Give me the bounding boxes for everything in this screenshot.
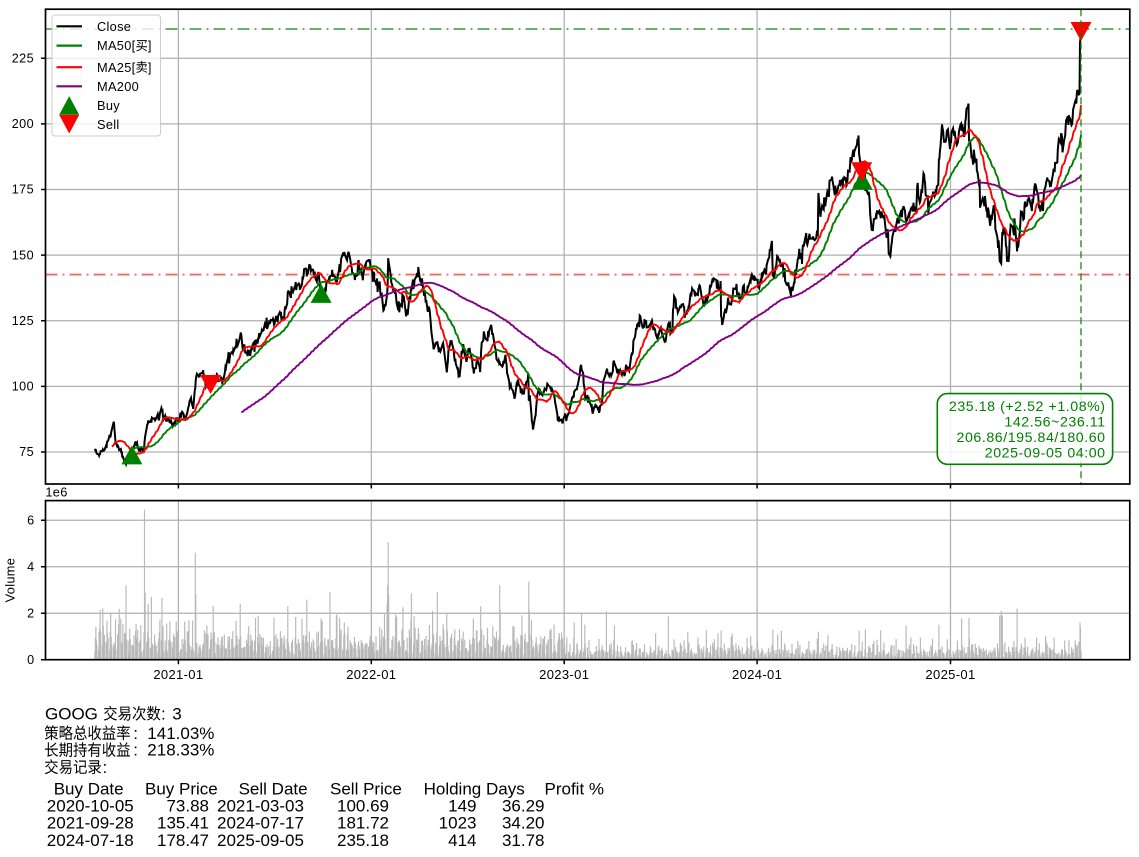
svg-text:2025-09-05: 2025-09-05 [217, 831, 304, 850]
svg-text:200: 200 [12, 117, 34, 131]
svg-text:1023: 1023 [439, 814, 477, 833]
svg-text:Buy Price: Buy Price [145, 779, 218, 798]
svg-text:]: ] [148, 60, 152, 75]
svg-text::: : [133, 724, 138, 743]
svg-text:2023-01: 2023-01 [539, 667, 589, 682]
svg-text::: : [103, 758, 108, 777]
svg-text:Buy: Buy [97, 98, 120, 113]
svg-text:GOOG: GOOG [45, 704, 98, 723]
svg-text:206.86/195.84/180.60: 206.86/195.84/180.60 [957, 430, 1106, 446]
svg-text:1e6: 1e6 [45, 485, 67, 500]
svg-text:2025-09-05 04:00: 2025-09-05 04:00 [985, 446, 1106, 462]
svg-text:2021-01: 2021-01 [153, 667, 203, 682]
svg-text:235.18: 235.18 [337, 831, 389, 850]
svg-text:135.41: 135.41 [157, 814, 209, 833]
svg-text:Sell: Sell [97, 117, 120, 132]
svg-text:4: 4 [27, 560, 34, 574]
svg-text:2021-09-28: 2021-09-28 [47, 814, 134, 833]
svg-text:414: 414 [448, 831, 476, 850]
svg-text:141.03%: 141.03% [147, 724, 214, 743]
svg-text:2024-01: 2024-01 [732, 667, 782, 682]
svg-text:31.78: 31.78 [502, 831, 545, 850]
svg-text:]: ] [148, 38, 152, 53]
svg-text::: : [161, 704, 166, 723]
svg-text:149: 149 [448, 797, 476, 816]
svg-text:2021-03-03: 2021-03-03 [217, 797, 304, 816]
svg-text:Sell Price: Sell Price [330, 779, 402, 798]
svg-text:2024-07-17: 2024-07-17 [217, 814, 304, 833]
svg-text:75: 75 [19, 445, 34, 459]
svg-text:73.88: 73.88 [166, 797, 209, 816]
svg-text:235.18 (+2.52 +1.08%): 235.18 (+2.52 +1.08%) [949, 399, 1106, 415]
svg-text:6: 6 [27, 513, 34, 527]
svg-text:225: 225 [12, 51, 34, 65]
svg-text:0: 0 [27, 653, 34, 667]
svg-text:2024-07-18: 2024-07-18 [47, 831, 134, 850]
svg-text::: : [133, 741, 138, 760]
svg-text:Holding Days: Holding Days [424, 779, 525, 798]
svg-text:Buy Date: Buy Date [54, 779, 124, 798]
svg-text:36.29: 36.29 [502, 797, 545, 816]
svg-text:150: 150 [12, 248, 34, 262]
svg-text:125: 125 [12, 314, 34, 328]
svg-text:178.47: 178.47 [157, 831, 209, 850]
svg-text:3: 3 [172, 704, 181, 723]
svg-text:142.56~236.11: 142.56~236.11 [1004, 415, 1105, 431]
svg-text:2: 2 [27, 606, 34, 620]
svg-text:Close: Close [97, 19, 131, 34]
svg-text:175: 175 [12, 183, 34, 197]
svg-text:2022-01: 2022-01 [346, 667, 396, 682]
svg-text:2025-01: 2025-01 [925, 667, 975, 682]
svg-text:MA200: MA200 [97, 79, 139, 94]
svg-text:100.69: 100.69 [337, 797, 389, 816]
svg-text:Sell Date: Sell Date [239, 779, 308, 798]
svg-text:Volume: Volume [3, 558, 18, 602]
svg-text:MA50[: MA50[ [97, 38, 136, 53]
svg-text:2020-10-05: 2020-10-05 [47, 797, 134, 816]
svg-text:218.33%: 218.33% [147, 741, 214, 760]
svg-text:181.72: 181.72 [337, 814, 389, 833]
svg-text:Profit %: Profit % [545, 779, 605, 798]
svg-text:MA25[: MA25[ [97, 60, 136, 75]
svg-text:34.20: 34.20 [502, 814, 545, 833]
svg-text:100: 100 [12, 380, 34, 394]
